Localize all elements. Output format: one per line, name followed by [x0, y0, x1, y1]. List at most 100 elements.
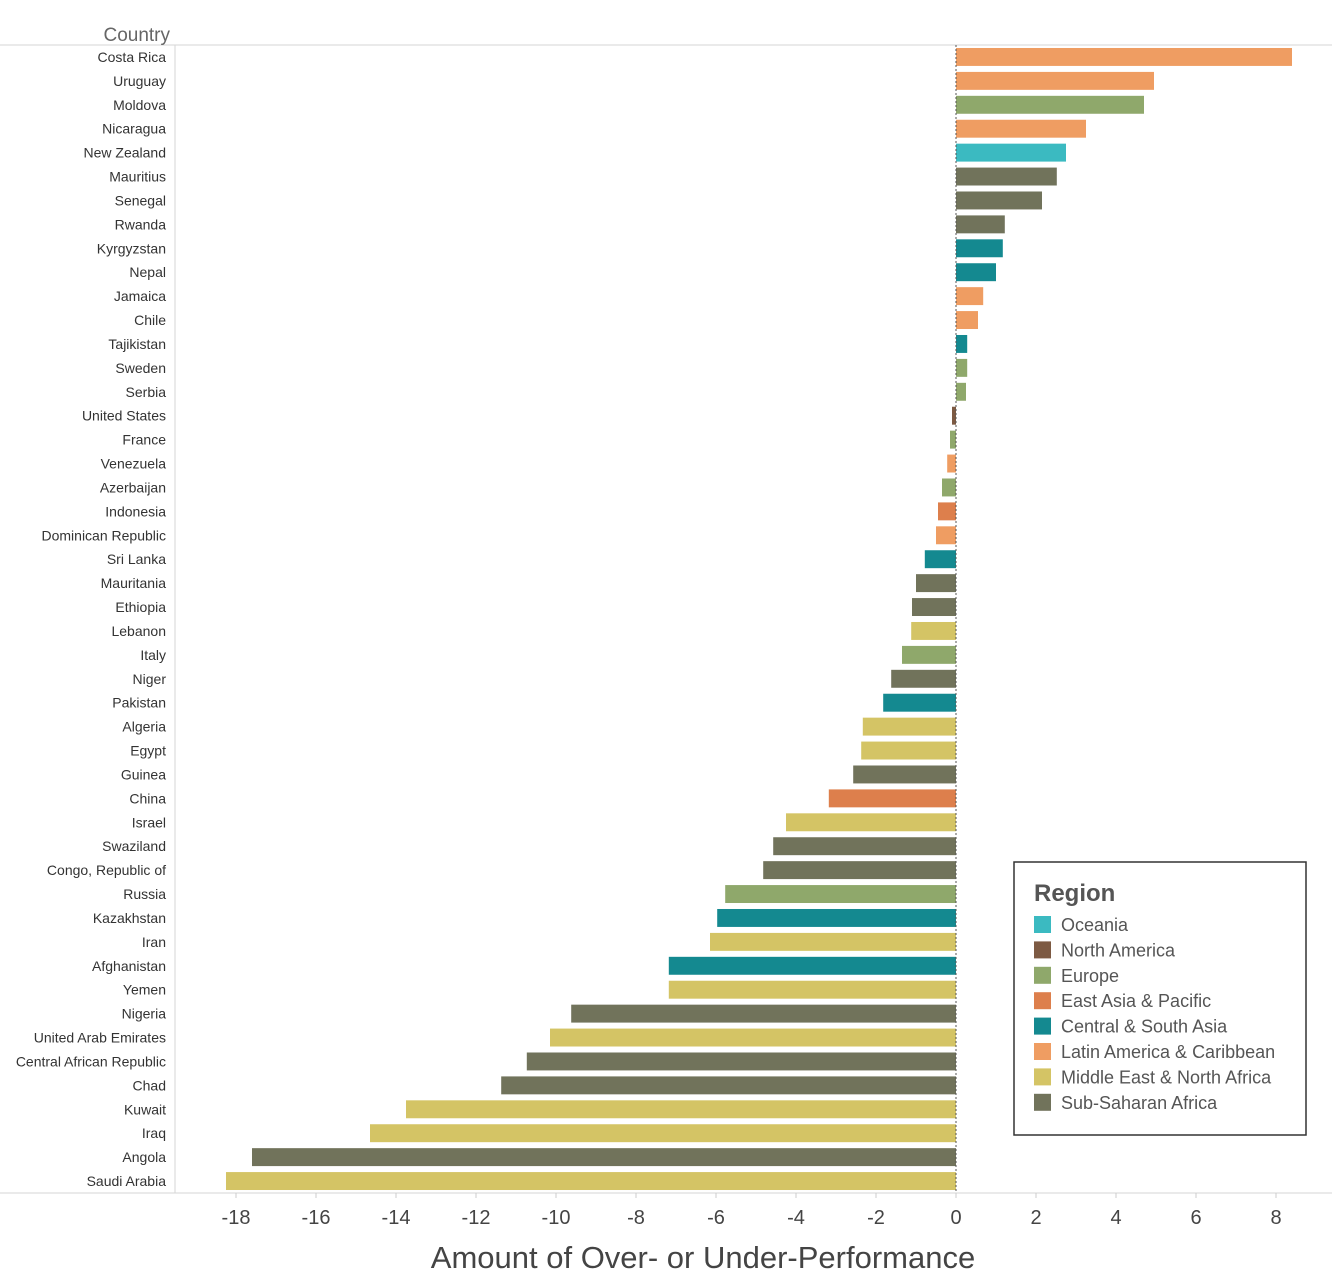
- legend: Region Oceania North America Europe East As…: [1013, 861, 1307, 1136]
- legend-label: Latin America & Caribbean: [1061, 1042, 1275, 1062]
- country-label: New Zealand: [84, 145, 167, 161]
- bar-kazakhstan[interactable]: [717, 908, 956, 927]
- bar-kuwait[interactable]: [406, 1100, 956, 1119]
- bar-algeria[interactable]: [862, 717, 956, 736]
- country-label: Sweden: [115, 360, 166, 376]
- bar-nepal[interactable]: [956, 263, 996, 282]
- bar-sweden[interactable]: [956, 358, 968, 377]
- legend-title: Region: [1034, 880, 1115, 907]
- bar-iran[interactable]: [710, 932, 956, 951]
- country-label: Kazakhstan: [93, 910, 166, 926]
- country-label: Indonesia: [105, 503, 166, 519]
- legend-label: Sub-Saharan Africa: [1061, 1093, 1218, 1113]
- country-label: Kyrgyzstan: [97, 240, 166, 256]
- bar-united-states[interactable]: [952, 406, 956, 425]
- country-label: United Arab Emirates: [34, 1030, 166, 1046]
- country-label: Nigeria: [122, 1006, 167, 1022]
- bar-nicaragua[interactable]: [956, 119, 1086, 138]
- legend-label: North America: [1061, 940, 1176, 960]
- x-tick-label: -14: [382, 1207, 411, 1229]
- bar-mauritania[interactable]: [916, 574, 956, 593]
- country-label: France: [122, 432, 166, 448]
- country-label: Saudi Arabia: [87, 1173, 167, 1189]
- country-label: Uruguay: [113, 73, 166, 89]
- bar-egypt[interactable]: [861, 741, 956, 760]
- x-tick-label: -18: [222, 1207, 251, 1229]
- bar-central-african-republic[interactable]: [526, 1052, 956, 1071]
- x-tick-label: 0: [950, 1207, 961, 1229]
- bar-uruguay[interactable]: [956, 71, 1154, 90]
- bar-guinea[interactable]: [853, 765, 956, 784]
- bar-afghanistan[interactable]: [668, 956, 956, 975]
- legend-swatch: [1034, 1043, 1051, 1060]
- bar-ethiopia[interactable]: [912, 598, 956, 617]
- bar-russia[interactable]: [725, 885, 956, 904]
- country-label: Costa Rica: [98, 49, 167, 65]
- bar-jamaica[interactable]: [956, 287, 984, 306]
- country-label: Rwanda: [115, 216, 167, 232]
- bar-venezuela[interactable]: [947, 454, 956, 473]
- bar-pakistan[interactable]: [883, 693, 956, 712]
- bar-sri-lanka[interactable]: [924, 550, 956, 569]
- bar-indonesia[interactable]: [938, 502, 956, 521]
- bars-group: [226, 47, 1292, 1191]
- x-axis-title: Amount of Over- or Under-Performance: [431, 1240, 975, 1275]
- bar-france[interactable]: [950, 430, 956, 449]
- country-label: Ethiopia: [115, 599, 166, 615]
- country-label: Italy: [140, 647, 166, 663]
- country-label: Nicaragua: [102, 121, 166, 137]
- bar-serbia[interactable]: [956, 382, 966, 401]
- bar-niger[interactable]: [891, 669, 956, 688]
- bar-senegal[interactable]: [956, 191, 1042, 210]
- bar-mauritius[interactable]: [956, 167, 1057, 186]
- x-tick-label: 6: [1190, 1207, 1201, 1229]
- country-label: Central African Republic: [16, 1053, 166, 1069]
- country-label: Tajikistan: [108, 336, 166, 352]
- bar-azerbaijan[interactable]: [942, 478, 956, 497]
- bar-dominican-republic[interactable]: [936, 526, 956, 545]
- country-label: Niger: [133, 671, 167, 687]
- bar-congo-republic-of[interactable]: [763, 861, 956, 880]
- bar-italy[interactable]: [902, 645, 956, 664]
- country-label: Serbia: [126, 384, 167, 400]
- country-label: Swaziland: [102, 838, 166, 854]
- bar-china[interactable]: [828, 789, 956, 808]
- country-label: Mauritania: [101, 575, 167, 591]
- bar-angola[interactable]: [252, 1148, 956, 1167]
- row-labels-group: Costa Rica Uruguay Moldova Nicaragua New Zea…: [16, 49, 167, 1189]
- x-tick-label: -2: [867, 1207, 885, 1229]
- legend-swatch: [1034, 966, 1051, 984]
- bar-costa-rica[interactable]: [956, 47, 1292, 66]
- bar-chad[interactable]: [501, 1076, 956, 1095]
- country-label: Chad: [133, 1077, 166, 1093]
- x-tick-label: -6: [707, 1207, 725, 1229]
- bar-iraq[interactable]: [370, 1124, 956, 1143]
- country-label: Mauritius: [109, 169, 166, 185]
- bar-kyrgyzstan[interactable]: [956, 239, 1003, 258]
- bar-united-arab-emirates[interactable]: [550, 1028, 956, 1047]
- legend-swatch: [1034, 1017, 1051, 1035]
- bar-chile[interactable]: [956, 311, 978, 330]
- bar-new-zealand[interactable]: [956, 143, 1066, 162]
- bar-yemen[interactable]: [668, 980, 956, 999]
- x-axis-ticks: -18 -16 -14 -12 -10 -8 -6 -4 -2 0 2 4 6 8: [222, 1193, 1282, 1229]
- country-label: Lebanon: [111, 623, 166, 639]
- bar-israel[interactable]: [786, 813, 956, 832]
- bar-lebanon[interactable]: [911, 621, 956, 640]
- bar-nigeria[interactable]: [571, 1004, 956, 1023]
- row-header-label: Country: [103, 25, 170, 46]
- bar-rwanda[interactable]: [956, 215, 1005, 234]
- country-label: Chile: [134, 312, 166, 328]
- bar-saudi-arabia[interactable]: [226, 1172, 956, 1191]
- x-tick-label: -12: [462, 1207, 491, 1229]
- legend-swatch: [1034, 1068, 1051, 1086]
- bar-tajikistan[interactable]: [956, 334, 968, 353]
- x-tick-label: 8: [1270, 1207, 1281, 1229]
- country-label: Russia: [123, 886, 166, 902]
- bar-moldova[interactable]: [956, 95, 1144, 114]
- bar-swaziland[interactable]: [773, 837, 956, 856]
- legend-label: Oceania: [1061, 915, 1129, 935]
- country-label: Algeria: [122, 719, 166, 735]
- x-tick-label: 2: [1030, 1207, 1041, 1229]
